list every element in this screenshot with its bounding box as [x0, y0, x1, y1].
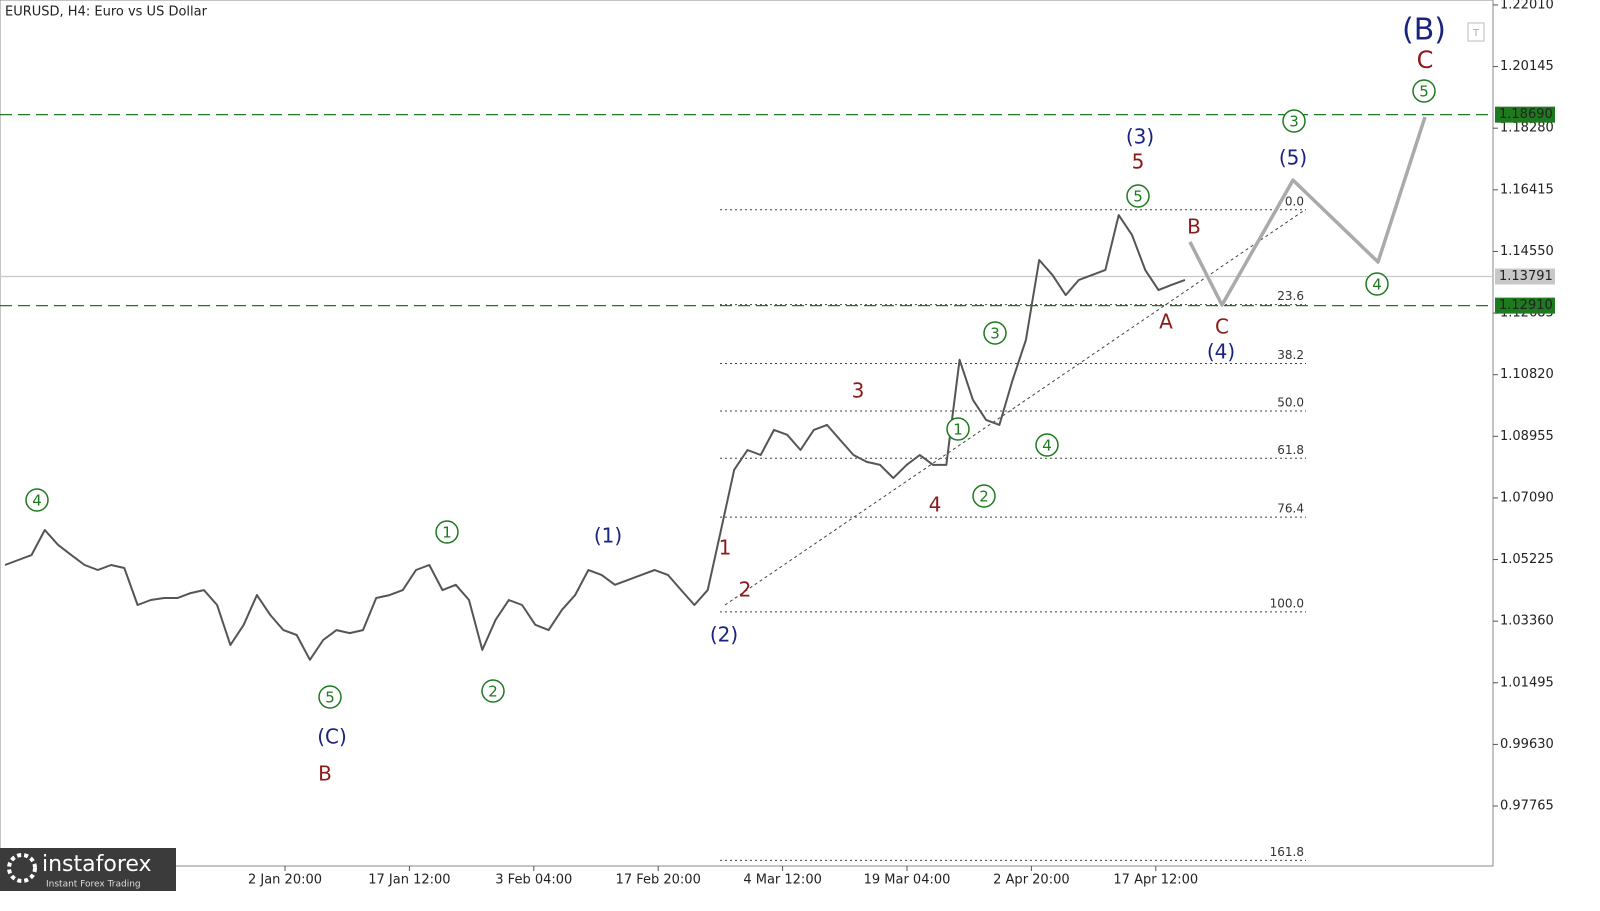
price-level-box — [1495, 297, 1555, 314]
wave-circle — [481, 679, 505, 703]
y-tick-label: 1.16415 — [1500, 182, 1554, 197]
wave-label: 2 — [739, 578, 752, 602]
y-tick-label: 1.08955 — [1500, 429, 1554, 444]
logo-gear — [7, 853, 37, 883]
wave-label: (5) — [1279, 146, 1307, 170]
fib-label: 23.6 — [1277, 289, 1304, 303]
wave-label: (C) — [317, 725, 347, 749]
wave-label: (3) — [1126, 125, 1154, 149]
wave-label: B — [1187, 215, 1201, 239]
wave-circle — [435, 520, 459, 544]
wave-label: 2 — [979, 488, 989, 506]
wave-circle — [972, 484, 996, 508]
wave-label: 5 — [325, 689, 335, 707]
fib-label: 61.8 — [1277, 443, 1304, 457]
y-tick-label: 1.03360 — [1500, 614, 1554, 629]
wave-label: 1 — [719, 536, 732, 560]
toolbar-icon[interactable] — [1467, 22, 1485, 42]
x-tick-label: 17 Apr 12:00 — [1113, 873, 1198, 888]
x-tick-label: 3 Feb 04:00 — [495, 873, 572, 888]
wave-circle — [1126, 184, 1150, 208]
y-tick-label: 1.14550 — [1500, 244, 1554, 259]
wave-circle — [1365, 272, 1389, 296]
wave-label: 5 — [1132, 150, 1145, 174]
wave-label: 3 — [1289, 113, 1299, 131]
wave-label: 2 — [488, 683, 498, 701]
fib-label: 50.0 — [1277, 396, 1304, 410]
fib-label: 38.2 — [1277, 348, 1304, 362]
wave-label: 1 — [953, 421, 963, 439]
wave-label: (2) — [710, 623, 738, 647]
wave-circle — [25, 488, 49, 512]
fib-label: 161.8 — [1270, 845, 1304, 859]
wave-label: (4) — [1207, 340, 1235, 364]
wave-label: 4 — [929, 493, 942, 517]
wave-circle — [1035, 433, 1059, 457]
wave-label: 1 — [442, 524, 452, 542]
wave-label: C — [1417, 46, 1434, 74]
wave-label: 4 — [1372, 276, 1382, 294]
price-level-box — [1495, 268, 1555, 285]
fib-label: 0.0 — [1285, 194, 1304, 208]
x-tick-label: 17 Feb 20:00 — [616, 873, 701, 888]
price-line — [4, 214, 1186, 661]
fib-label: 100.0 — [1270, 596, 1304, 610]
wave-circle — [1282, 109, 1306, 133]
x-tick-label: 2 Apr 20:00 — [993, 873, 1070, 888]
wave-circle — [946, 417, 970, 441]
wave-label: 4 — [1042, 437, 1052, 455]
y-tick-label: 1.10820 — [1500, 367, 1554, 382]
logo: instaforex Instant Forex Trading — [0, 848, 176, 891]
logo-tagline: Instant Forex Trading — [46, 880, 141, 890]
wave-label: 5 — [1133, 188, 1143, 206]
y-tick-label: 0.97765 — [1500, 799, 1554, 814]
fib-label: 76.4 — [1277, 502, 1304, 516]
wave-label: B — [318, 762, 332, 786]
wave-circle — [318, 685, 342, 709]
wave-label: (1) — [594, 524, 622, 548]
y-tick-label: 1.05225 — [1500, 552, 1554, 567]
y-tick-label: 1.22010 — [1500, 0, 1554, 12]
wave-circle — [1412, 79, 1436, 103]
price-level-label: 1.18690 — [1499, 107, 1553, 122]
wave-label: 3 — [852, 379, 865, 403]
logo-background — [0, 848, 176, 891]
forecast-path — [1188, 116, 1427, 307]
x-tick-label: 19 Mar 04:00 — [864, 873, 951, 888]
price-level-label: 1.12910 — [1499, 298, 1553, 313]
x-tick-label: 17 Jan 12:00 — [368, 873, 450, 888]
x-tick-label: 2 Jan 20:00 — [248, 873, 322, 888]
wave-label: 3 — [990, 325, 1000, 343]
wave-label: C — [1215, 315, 1229, 339]
wave-label: (B) — [1402, 13, 1446, 48]
wave-label: 5 — [1419, 83, 1429, 101]
plot-frame — [0, 0, 1494, 867]
wave-circle — [983, 321, 1007, 345]
x-tick-label: 4 Mar 12:00 — [743, 873, 822, 888]
y-tick-label: 1.07090 — [1500, 490, 1554, 505]
price-level-label: 1.13791 — [1499, 269, 1553, 284]
toolbar-icon-glyph: T — [1472, 28, 1480, 39]
logo-name: instaforex — [42, 852, 152, 877]
wave-label: A — [1159, 310, 1173, 334]
y-tick-label: 1.18280 — [1500, 121, 1554, 136]
y-tick-label: 0.99630 — [1500, 737, 1554, 752]
price-level-box — [1495, 106, 1555, 123]
y-tick-label: 1.20145 — [1500, 59, 1554, 74]
y-tick-label: 1.01495 — [1500, 675, 1554, 690]
wave-label: 4 — [32, 492, 42, 510]
chart-title: EURUSD, H4: Euro vs US Dollar — [5, 5, 208, 20]
